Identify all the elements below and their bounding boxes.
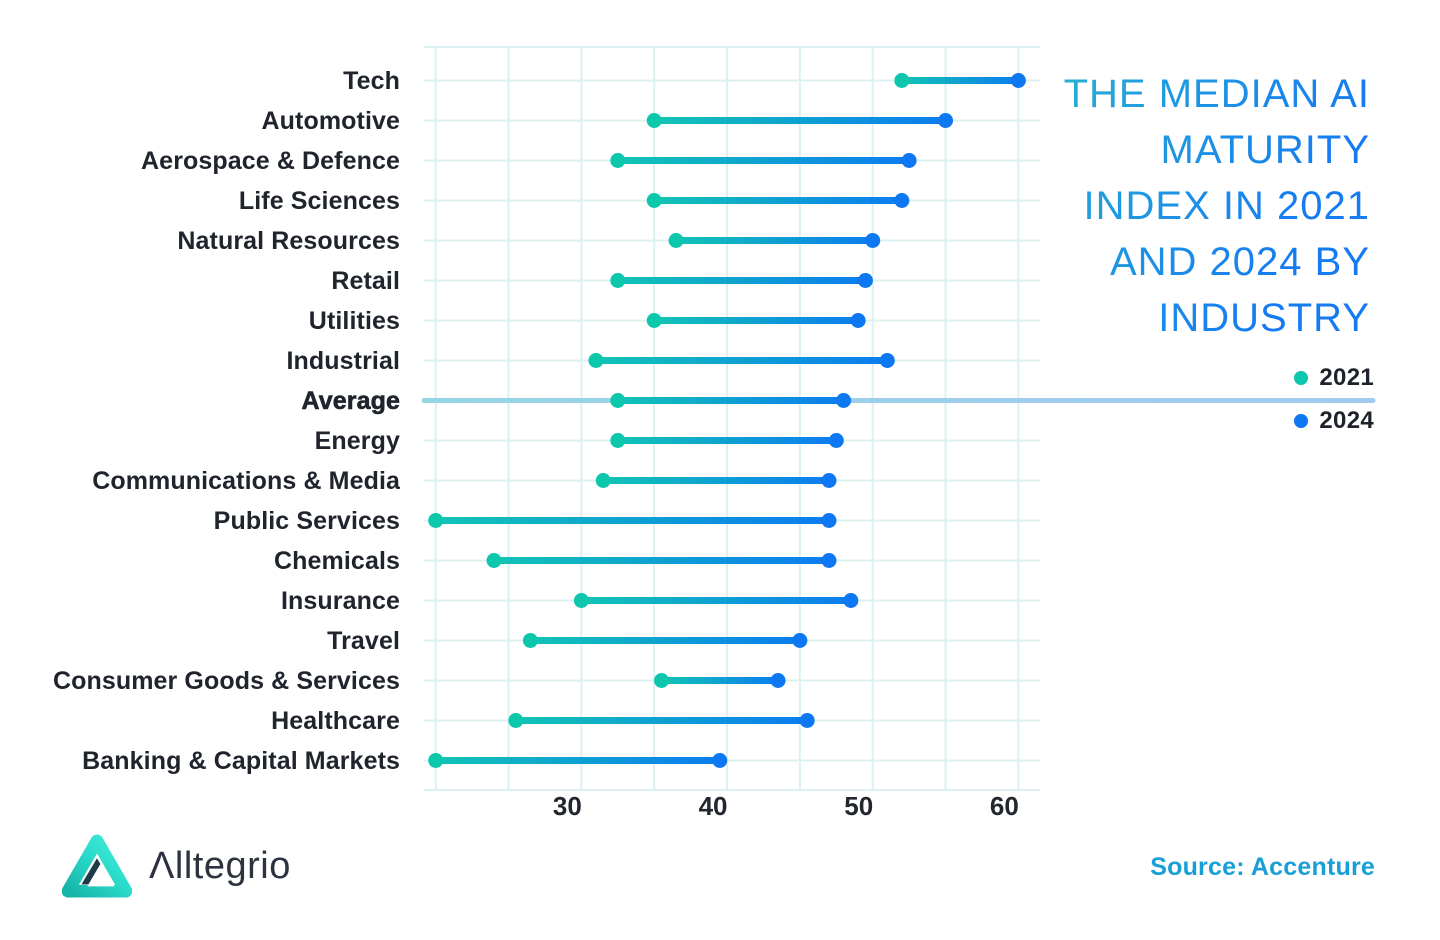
category-label-energy: Energy [314,426,400,455]
category-label-natural-resources: Natural Resources [177,226,400,255]
dot-2021 [894,73,910,88]
legend-item-2021: 2021 [1294,361,1374,394]
dot-2024 [843,593,859,608]
legend-item-2024: 2024 [1294,404,1374,437]
alltegrio-triangle-icon [62,834,132,898]
x-tick-label-60: 60 [989,791,1019,821]
category-label-healthcare: Healthcare [271,706,400,735]
dot-2021 [610,273,626,288]
category-label-life-sciences: Life Sciences [238,186,400,215]
legend-label: 2024 [1319,406,1374,434]
dumbbell-aerospace-defence [610,153,917,168]
dot-2021 [508,713,524,728]
dumbbell-communications-media [595,473,837,488]
dot-2021 [654,673,670,688]
category-label-utilities: Utilities [308,306,400,335]
dot-2024 [821,513,837,528]
chart-title: THE MEDIAN AI MATURITY INDEX IN 2021 AND 20… [950,66,1370,346]
dot-2024 [850,313,866,328]
chart-title-line: INDEX IN 2021 [1083,184,1370,228]
x-tick-label-30: 30 [552,791,582,821]
dot-2024 [1010,73,1026,88]
category-label-insurance: Insurance [280,586,400,615]
dot-2024 [770,673,786,688]
dot-2021 [588,353,604,368]
dot-2021 [486,553,502,568]
category-label-tech: Tech [343,66,400,95]
x-tick-label-40: 40 [698,791,728,821]
brand-logo: Λlltegrio [62,834,291,898]
dumbbell-insurance [573,593,859,608]
category-label-industrial: Industrial [286,346,400,375]
dot-2024 [901,153,917,168]
dot-2021 [573,593,589,608]
dot-2024 [828,433,844,448]
brand-name: Λlltegrio [149,844,291,887]
source-credit: Source: Accenture [1150,853,1375,881]
dot-2021 [646,313,662,328]
category-label-communications-media: Communications & Media [92,466,400,495]
dot-2021 [595,473,611,488]
category-label-chemicals: Chemicals [274,546,400,575]
chart-title-line: INDUSTRY [1158,296,1370,340]
category-label-aerospace-defence: Aerospace & Defence [141,146,400,175]
dumbbell-life-sciences [646,193,910,208]
category-label-consumer-goods-services: Consumer Goods & Services [52,666,400,695]
dot-2021 [428,513,444,528]
category-label-retail: Retail [331,266,400,295]
dumbbell-travel [522,633,808,648]
chart-title-line: MATURITY [1160,128,1370,172]
dumbbell-natural-resources [668,233,881,248]
dot-2021 [610,393,626,408]
dot-2021 [646,113,662,128]
dumbbell-industrial [588,353,895,368]
category-label-travel: Travel [327,626,400,655]
legend-label: 2021 [1319,363,1374,391]
dot-2024 [821,473,837,488]
dot-2021 [522,633,538,648]
triangle-ring [62,834,132,898]
dumbbell-retail [610,273,873,288]
dot-2024 [938,113,954,128]
dot-2024 [792,633,808,648]
legend-dot-2021 [1294,370,1309,385]
dumbbell-healthcare [508,713,815,728]
dumbbell-chemicals [486,553,837,568]
dumbbell-tech [894,73,1026,88]
dumbbell-energy [610,433,844,448]
category-label-automotive: Automotive [261,106,400,135]
dot-2024 [821,553,837,568]
legend: 2021 2024 [1294,361,1374,437]
dumbbell-utilities [646,313,866,328]
dot-2021 [428,753,444,768]
dumbbell-average [610,393,852,408]
chart-title-line: THE MEDIAN AI [1063,72,1370,116]
dot-2024 [865,233,881,248]
triangle-hole [87,863,115,887]
dot-2024 [894,193,910,208]
category-label-public-services: Public Services [213,506,400,535]
dumbbell-consumer-goods-services [654,673,786,688]
dot-2024 [712,753,728,768]
dot-2024 [879,353,895,368]
dot-2021 [610,153,626,168]
dot-2024 [836,393,852,408]
x-tick-label-50: 50 [844,791,874,821]
category-label-average: Average [301,386,400,415]
dot-2024 [799,713,815,728]
dumbbell-automotive [646,113,954,128]
dot-2024 [857,273,873,288]
dot-2021 [668,233,684,248]
chart-title-line: AND 2024 BY [1109,240,1370,284]
legend-dot-2024 [1294,413,1309,428]
category-label-banking-capital-markets: Banking & Capital Markets [82,746,400,775]
dot-2021 [646,193,662,208]
dumbbell-banking-capital-markets [428,753,728,768]
dumbbell-public-services [428,513,837,528]
dot-2021 [610,433,626,448]
